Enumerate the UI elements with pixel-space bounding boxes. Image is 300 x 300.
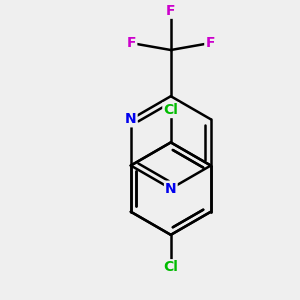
- Text: F: F: [166, 4, 175, 18]
- Text: Cl: Cl: [164, 103, 178, 117]
- Text: F: F: [127, 36, 136, 50]
- Text: F: F: [205, 36, 215, 50]
- Text: Cl: Cl: [164, 260, 178, 274]
- Text: N: N: [125, 112, 136, 126]
- Text: N: N: [165, 182, 177, 196]
